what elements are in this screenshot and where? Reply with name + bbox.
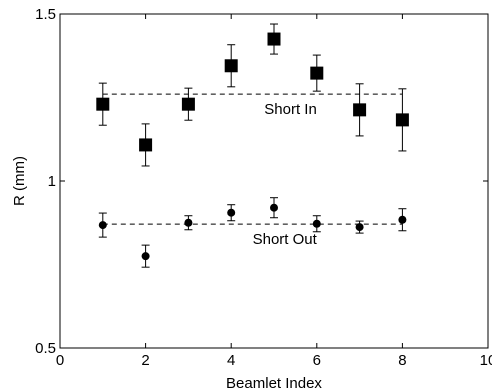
plot-frame — [59, 13, 489, 349]
square-marker — [224, 59, 238, 73]
mean-lines-layer — [102, 93, 403, 225]
square-marker — [139, 138, 153, 152]
x-axis-label: Beamlet Index — [226, 375, 322, 391]
y-tick-label: 0.5 — [35, 340, 56, 357]
circle-marker — [270, 203, 278, 212]
circle-marker — [227, 208, 236, 217]
circle-marker — [398, 215, 407, 224]
x-tick-label: 10 — [480, 352, 492, 369]
square-marker — [96, 97, 110, 111]
ticks-layer: 0 2 4 6 8 10 0.5 1 1.5 — [35, 6, 492, 369]
markers-layer — [96, 32, 409, 261]
square-marker — [310, 66, 324, 80]
square-marker — [395, 113, 409, 127]
circle-marker — [98, 221, 107, 230]
annotation-short-out: Short Out — [253, 231, 318, 248]
circle-marker — [312, 219, 321, 228]
annotation-short-in: Short In — [264, 101, 317, 118]
circle-marker — [141, 252, 150, 261]
circle-marker — [184, 218, 193, 227]
x-tick-label: 0 — [56, 352, 64, 369]
y-tick-label: 1 — [48, 173, 56, 190]
circle-marker — [355, 223, 364, 232]
y-axis-label: R (mm) — [11, 156, 28, 206]
square-marker — [267, 32, 281, 46]
square-marker — [353, 103, 367, 117]
square-marker — [181, 97, 195, 111]
x-tick-label: 4 — [227, 352, 235, 369]
x-tick-label: 8 — [398, 352, 406, 369]
x-tick-label: 6 — [313, 352, 321, 369]
y-tick-label: 1.5 — [35, 6, 56, 23]
error-bars-layer — [98, 23, 407, 268]
annotations-layer: Short In Short Out — [253, 101, 318, 248]
x-tick-label: 2 — [141, 352, 149, 369]
